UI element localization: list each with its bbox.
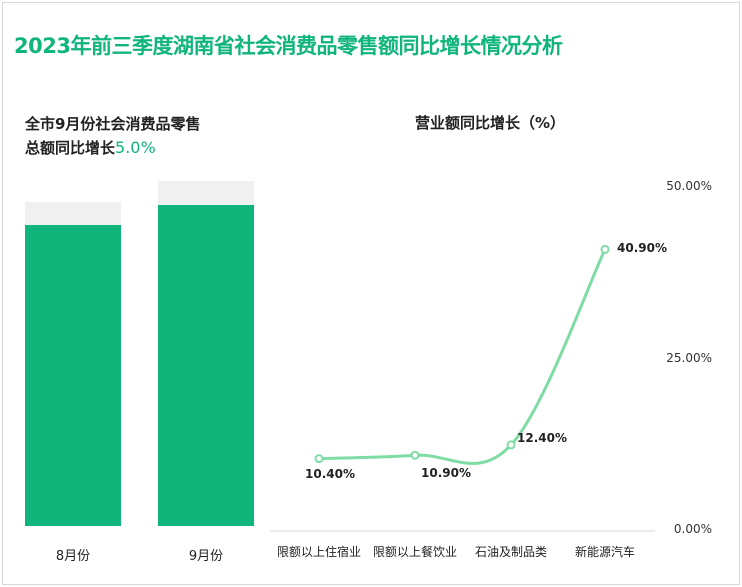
left-title-line1: 全市9月份社会消费品零售 [25, 115, 201, 133]
line-chart-title: 营业额同比增长（%） [415, 114, 566, 132]
data-label-2: 12.40% [517, 430, 567, 445]
bar-fill-0 [25, 225, 121, 526]
data-label-3: 40.90% [617, 241, 667, 256]
page-title: 2023年前三季度湖南省社会消费品零售额同比增长情况分析 [14, 34, 563, 58]
left-panel-title: 全市9月份社会消费品零售 总额同比增长5.0% [25, 112, 275, 160]
y-tick-label-1: 25.00% [666, 350, 712, 365]
data-point-3 [600, 244, 610, 254]
data-label-1: 10.90% [421, 466, 471, 481]
y-tick-label-0: 50.00% [666, 179, 712, 193]
growth-highlight: 5.0% [115, 138, 156, 157]
y-tick-label-2: 0.00% [673, 522, 712, 536]
data-point-0 [314, 454, 324, 464]
bar-fill-1 [158, 205, 254, 526]
x-tick-label-0: 限额以上住宿业 [276, 545, 361, 559]
x-tick-label-3: 新能源汽车 [574, 545, 635, 559]
x-tick-label-2: 石油及制品类 [474, 545, 547, 559]
x-tick-label-1: 限额以上餐饮业 [372, 545, 457, 559]
data-label-0: 10.40% [305, 466, 355, 481]
bar-label-sep: 9月份 [188, 549, 224, 564]
data-point-1 [410, 450, 420, 460]
left-title-line2: 总额同比增长 [25, 139, 116, 157]
series-line [318, 248, 607, 465]
bar-label-aug: 8月份 [55, 549, 91, 564]
data-point-2 [506, 440, 516, 450]
